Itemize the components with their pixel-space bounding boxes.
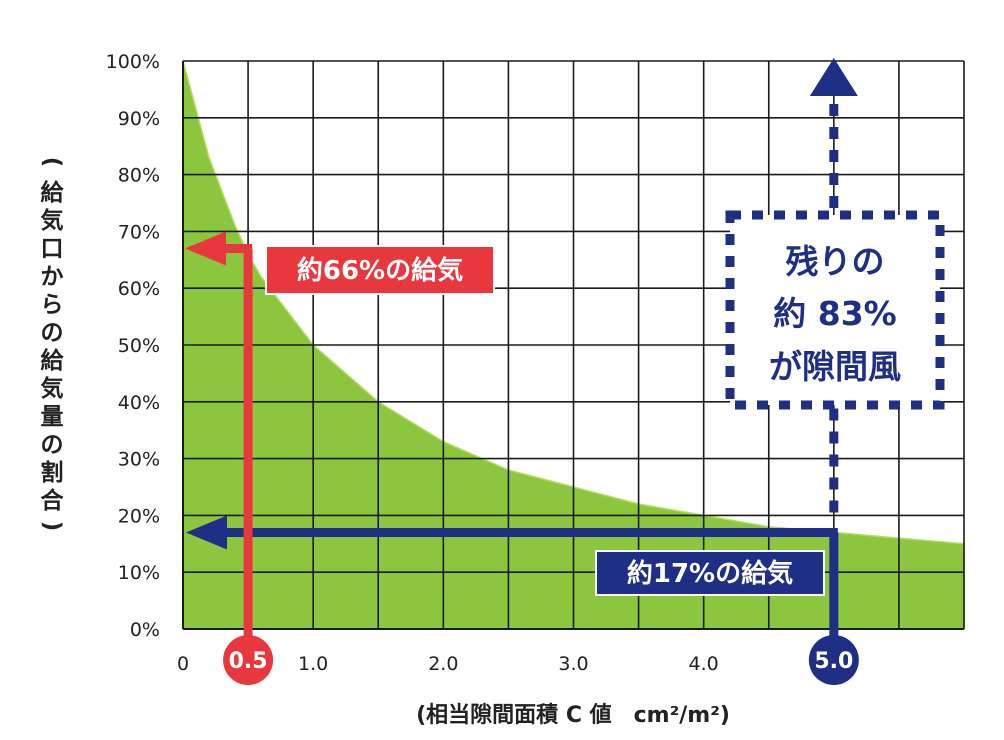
blue-badge-text: 5.0 (814, 649, 853, 674)
y-label-char: 割 (41, 459, 64, 486)
blue-label-box (595, 550, 825, 596)
y-tick-label: 90% (118, 108, 160, 130)
red-label-text: 約66%の給気 (297, 255, 463, 286)
y-tick-label: 0% (130, 619, 160, 641)
red-label-box (265, 245, 495, 295)
remaining-text-line: が隙間風 (769, 347, 901, 386)
y-tick-label: 60% (118, 278, 160, 300)
y-tick-label: 70% (118, 221, 160, 243)
y-tick-label: 10% (118, 562, 160, 584)
y-label-char: 給 (41, 179, 65, 206)
markers: 約17%の給気 5.0 約66%の給気 0.5 (185, 58, 859, 685)
blue-label-text: 約17%の給気 (627, 558, 793, 589)
blue-arrow-up-head (809, 58, 858, 96)
x-axis-ticks: 0 1.0 2.0 3.0 4.0 (177, 653, 719, 675)
remaining-text-line: 約 83% (773, 294, 896, 333)
x-axis-label: (相当隙間面積 C 値 cm²/m²) (416, 703, 730, 728)
y-tick-label: 100% (106, 51, 160, 73)
blue-arrow-left-head (186, 515, 227, 550)
x-tick-label: 1.0 (298, 653, 328, 675)
y-tick-label: 30% (118, 449, 160, 471)
y-label-char: 口 (41, 236, 64, 262)
red-badge-text: 0.5 (229, 649, 268, 674)
remaining-box-frame (725, 210, 945, 410)
red-badge (223, 635, 274, 685)
y-label-char: 気 (41, 207, 64, 234)
y-label-char: の (41, 320, 64, 346)
y-label-char: ( (39, 157, 65, 168)
blue-badge (808, 635, 859, 685)
y-tick-label: 80% (118, 165, 160, 187)
y-tick-label: 50% (118, 335, 160, 357)
remaining-text-line: 残りの (786, 242, 885, 281)
y-label-char: ) (39, 521, 65, 532)
y-tick-label: 40% (118, 392, 160, 414)
red-arrow-left-head (185, 231, 226, 266)
y-label-char: 気 (41, 375, 64, 402)
x-tick-label: 4.0 (689, 653, 719, 675)
y-label-char: 合 (41, 487, 65, 514)
y-axis-ticks: 0% 10% 20% 30% 40% 50% 60% 70% 80% 90% 100% (106, 51, 160, 641)
y-label-char: の (41, 432, 64, 458)
y-label-char: 給 (41, 347, 65, 374)
y-label-char: ら (41, 292, 64, 318)
x-tick-label: 2.0 (428, 653, 458, 675)
y-label-paren: ( (39, 157, 65, 168)
x-tick-label: 0 (177, 653, 189, 675)
y-tick-label: 20% (118, 505, 160, 527)
y-label-char: か (41, 264, 64, 290)
y-label-paren: ) (39, 521, 65, 532)
x-tick-label: 3.0 (558, 653, 588, 675)
y-label-char: 量 (41, 404, 64, 430)
